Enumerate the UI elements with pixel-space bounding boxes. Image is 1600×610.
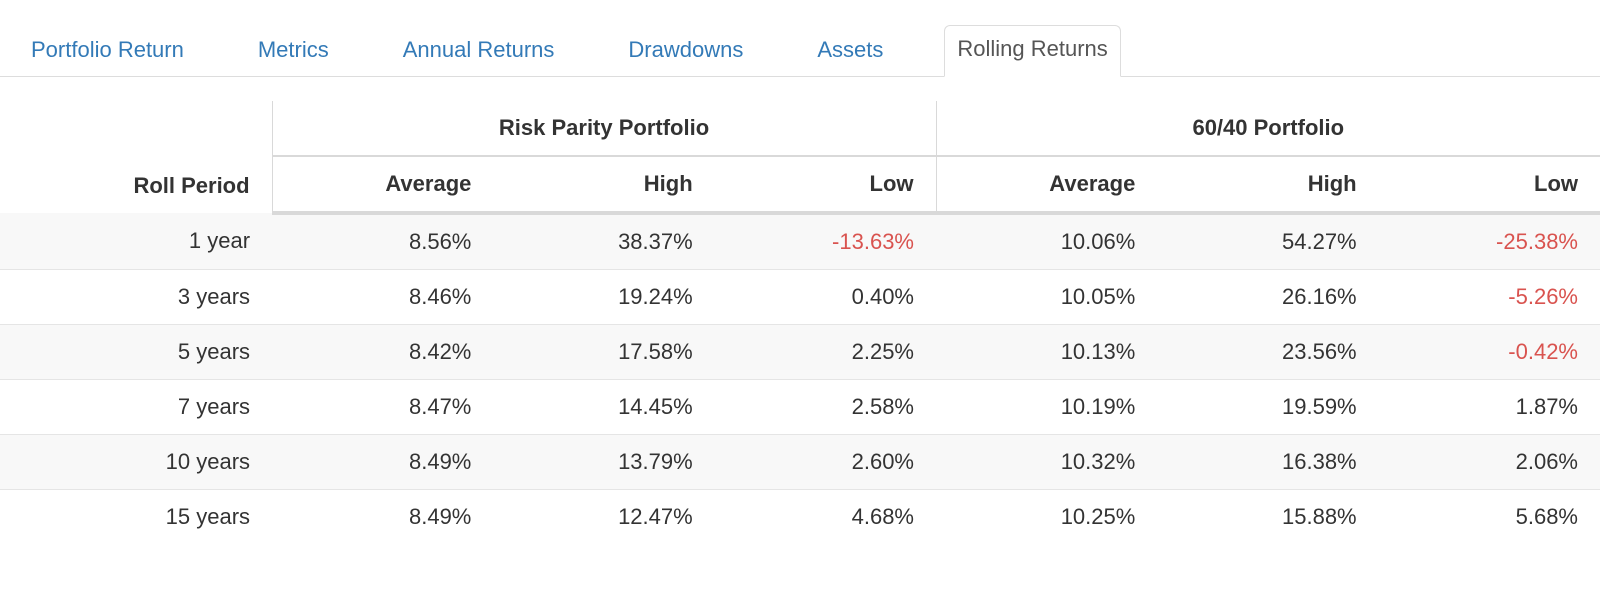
table-row: 15 years8.49%12.47%4.68%10.25%15.88%5.68… xyxy=(0,490,1600,545)
table-row: 5 years8.42%17.58%2.25%10.13%23.56%-0.42… xyxy=(0,325,1600,380)
col-group-6040: 60/40 Portfolio xyxy=(936,101,1600,156)
cell-value: 38.37% xyxy=(493,213,714,270)
col-header-6040-low: Low xyxy=(1379,156,1600,213)
cell-value: -25.38% xyxy=(1379,213,1600,270)
cell-value: 10.19% xyxy=(936,380,1157,435)
cell-value: 23.56% xyxy=(1157,325,1378,380)
cell-value: 19.59% xyxy=(1157,380,1378,435)
cell-value: -5.26% xyxy=(1379,270,1600,325)
table-row: 7 years8.47%14.45%2.58%10.19%19.59%1.87% xyxy=(0,380,1600,435)
tab-metrics[interactable]: Metrics xyxy=(245,26,342,77)
cell-value: 2.06% xyxy=(1379,435,1600,490)
cell-roll-period: 1 year xyxy=(0,213,272,270)
tab-drawdowns[interactable]: Drawdowns xyxy=(615,26,756,77)
tab-rolling-returns[interactable]: Rolling Returns xyxy=(944,25,1120,77)
cell-roll-period: 15 years xyxy=(0,490,272,545)
tab-portfolio-return[interactable]: Portfolio Return xyxy=(18,26,197,77)
cell-value: 8.49% xyxy=(272,490,493,545)
tab-annual-returns[interactable]: Annual Returns xyxy=(390,26,568,77)
rolling-returns-tbody: 1 year8.56%38.37%-13.63%10.06%54.27%-25.… xyxy=(0,213,1600,544)
cell-value: 2.60% xyxy=(715,435,936,490)
cell-value: 8.42% xyxy=(272,325,493,380)
cell-value: 0.40% xyxy=(715,270,936,325)
cell-value: 8.47% xyxy=(272,380,493,435)
cell-value: 13.79% xyxy=(493,435,714,490)
cell-value: 26.16% xyxy=(1157,270,1378,325)
cell-value: -13.63% xyxy=(715,213,936,270)
col-header-rp-low: Low xyxy=(715,156,936,213)
tabs-bar: Portfolio Return Metrics Annual Returns … xyxy=(0,0,1600,77)
table-row: 1 year8.56%38.37%-13.63%10.06%54.27%-25.… xyxy=(0,213,1600,270)
col-header-6040-high: High xyxy=(1157,156,1378,213)
col-header-rp-average: Average xyxy=(272,156,493,213)
cell-roll-period: 3 years xyxy=(0,270,272,325)
cell-value: 4.68% xyxy=(715,490,936,545)
cell-value: 1.87% xyxy=(1379,380,1600,435)
rolling-returns-table: Roll Period Risk Parity Portfolio 60/40 … xyxy=(0,101,1600,544)
col-group-risk-parity: Risk Parity Portfolio xyxy=(272,101,936,156)
col-header-6040-average: Average xyxy=(936,156,1157,213)
col-header-rp-high: High xyxy=(493,156,714,213)
cell-value: 2.25% xyxy=(715,325,936,380)
cell-value: 2.58% xyxy=(715,380,936,435)
col-header-roll-period: Roll Period xyxy=(0,101,272,213)
cell-value: 10.32% xyxy=(936,435,1157,490)
cell-value: 8.49% xyxy=(272,435,493,490)
tab-assets[interactable]: Assets xyxy=(804,26,896,77)
cell-value: 16.38% xyxy=(1157,435,1378,490)
cell-roll-period: 10 years xyxy=(0,435,272,490)
table-row: 10 years8.49%13.79%2.60%10.32%16.38%2.06… xyxy=(0,435,1600,490)
cell-value: 8.56% xyxy=(272,213,493,270)
cell-value: 8.46% xyxy=(272,270,493,325)
cell-value: 15.88% xyxy=(1157,490,1378,545)
cell-value: 10.13% xyxy=(936,325,1157,380)
cell-value: 10.05% xyxy=(936,270,1157,325)
cell-roll-period: 5 years xyxy=(0,325,272,380)
cell-value: -0.42% xyxy=(1379,325,1600,380)
cell-value: 17.58% xyxy=(493,325,714,380)
cell-value: 5.68% xyxy=(1379,490,1600,545)
table-row: 3 years8.46%19.24%0.40%10.05%26.16%-5.26… xyxy=(0,270,1600,325)
cell-value: 19.24% xyxy=(493,270,714,325)
cell-value: 54.27% xyxy=(1157,213,1378,270)
cell-value: 10.25% xyxy=(936,490,1157,545)
cell-value: 10.06% xyxy=(936,213,1157,270)
cell-value: 14.45% xyxy=(493,380,714,435)
cell-value: 12.47% xyxy=(493,490,714,545)
cell-roll-period: 7 years xyxy=(0,380,272,435)
